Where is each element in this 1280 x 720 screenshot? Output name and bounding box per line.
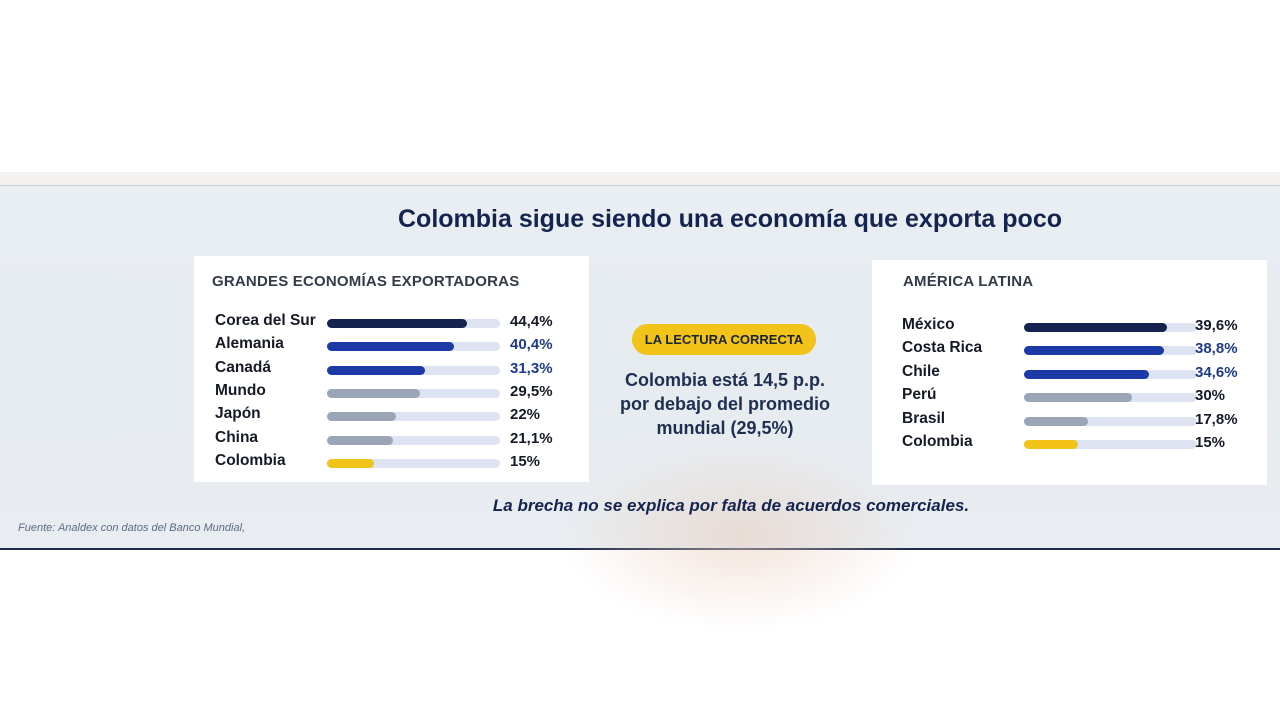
- bar-track: [1024, 416, 1197, 426]
- value-label: 31,3%: [510, 359, 553, 377]
- bar: [327, 412, 396, 422]
- bar-row: Mundo 29,5%: [215, 382, 580, 402]
- bar: [1024, 440, 1078, 449]
- bar-row: Corea del Sur 44,4%: [215, 312, 580, 332]
- category-label: China: [215, 428, 259, 446]
- bar-track: [327, 342, 500, 352]
- bar-row: Perú 30%: [902, 386, 1265, 406]
- bar: [327, 458, 374, 468]
- bar: [327, 388, 420, 398]
- bar-row: Colombia 15%: [215, 452, 580, 472]
- background-glow: [560, 441, 920, 631]
- bar: [327, 365, 425, 375]
- top-strip: [0, 172, 1280, 185]
- category-label: Colombia: [902, 433, 973, 450]
- bar-row: México 39,6%: [902, 316, 1265, 336]
- bar-track: [327, 388, 500, 398]
- bar: [327, 342, 454, 352]
- bar-row: Colombia 15%: [902, 433, 1265, 453]
- bar-track: [1024, 440, 1197, 449]
- bar-row: Alemania 40,4%: [215, 335, 580, 355]
- category-label: Corea del Sur: [215, 312, 316, 329]
- value-label: 44,4%: [510, 313, 553, 330]
- bar: [327, 319, 467, 328]
- value-label: 15%: [510, 452, 541, 470]
- panel-large-exporters: GRANDES ECONOMÍAS EXPORTADORAS Corea del…: [194, 256, 589, 482]
- bar-track: [1024, 323, 1197, 332]
- category-label: Chile: [902, 362, 940, 380]
- key-insight-text: Colombia está 14,5 p.p. por debajo del p…: [619, 370, 830, 438]
- bar-track: [327, 458, 500, 468]
- chart-title: Colombia sigue siendo una economía que e…: [398, 205, 1062, 233]
- bar-row: Costa Rica 38,8%: [902, 339, 1265, 359]
- bar-row: Brasil 17,8%: [902, 410, 1265, 430]
- bar-track: [327, 365, 500, 375]
- bar-track: [327, 319, 500, 328]
- panel-heading: GRANDES ECONOMÍAS EXPORTADORAS: [212, 273, 520, 290]
- value-label: 29,5%: [510, 382, 553, 400]
- category-label: México: [902, 316, 955, 333]
- value-label: 15%: [1195, 434, 1226, 451]
- bar: [1024, 346, 1164, 356]
- bar-track: [327, 412, 500, 422]
- category-label: Mundo: [215, 381, 266, 399]
- category-label: Alemania: [215, 335, 284, 353]
- bar: [327, 435, 393, 445]
- category-label: Costa Rica: [902, 339, 983, 357]
- category-label: Brasil: [902, 409, 946, 427]
- panel-heading: AMÉRICA LATINA: [903, 273, 1034, 290]
- bar-track: [327, 435, 500, 445]
- bar-row: Canadá 31,3%: [215, 359, 580, 379]
- source-note: Fuente: Analdex con datos del Banco Mund…: [18, 522, 246, 534]
- category-label: Colombia: [215, 451, 286, 469]
- value-label: 30%: [1195, 387, 1226, 405]
- value-label: 39,6%: [1195, 317, 1238, 334]
- bar: [1024, 323, 1167, 332]
- category-label: Canadá: [215, 358, 271, 376]
- value-label: 40,4%: [510, 336, 553, 354]
- bar: [1024, 416, 1088, 426]
- bar-row: China 21,1%: [215, 429, 580, 449]
- panel-latin-america: AMÉRICA LATINA México 39,6% Costa Rica 38,8…: [872, 260, 1267, 485]
- bar-track: [1024, 346, 1197, 356]
- bar: [1024, 393, 1132, 403]
- category-label: Perú: [902, 386, 937, 404]
- value-label: 34,6%: [1195, 363, 1238, 381]
- category-label: Japón: [215, 405, 261, 423]
- bar-track: [1024, 369, 1197, 379]
- value-label: 21,1%: [510, 429, 553, 447]
- value-label: 17,8%: [1195, 410, 1238, 428]
- value-label: 22%: [510, 406, 541, 424]
- value-label: 38,8%: [1195, 340, 1238, 358]
- bar-row: Japón 22%: [215, 405, 580, 425]
- reading-badge: LA LECTURA CORRECTA: [632, 324, 816, 355]
- bar-track: [1024, 393, 1197, 403]
- footnote: La brecha no se explica por falta de acu…: [492, 496, 970, 515]
- bar: [1024, 369, 1149, 379]
- bar-row: Chile 34,6%: [902, 363, 1265, 383]
